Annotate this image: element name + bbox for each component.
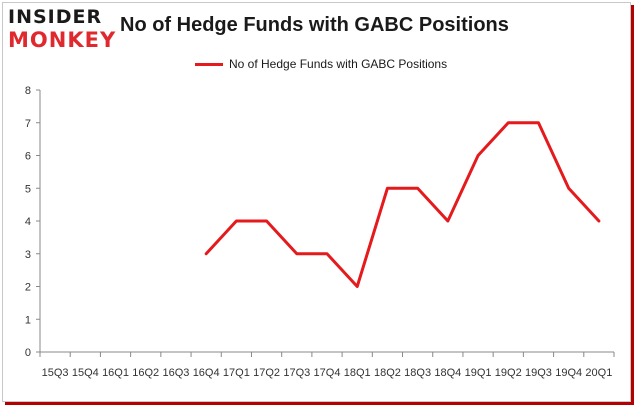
x-tick-label: 18Q4 <box>434 367 461 379</box>
y-tick-label: 3 <box>25 249 31 261</box>
x-tick-label: 19Q2 <box>495 367 522 379</box>
y-tick-label: 7 <box>25 118 31 130</box>
chart-title: No of Hedge Funds with GABC Positions <box>120 14 509 36</box>
y-tick-label: 0 <box>25 347 31 359</box>
x-tick-label: 16Q1 <box>102 367 129 379</box>
y-tick-label: 1 <box>25 314 31 326</box>
y-tick-label: 8 <box>25 85 31 97</box>
x-tick-label: 18Q3 <box>404 367 431 379</box>
x-tick-label: 19Q1 <box>465 367 492 379</box>
x-tick-label: 19Q3 <box>525 367 552 379</box>
legend-label: No of Hedge Funds with GABC Positions <box>229 57 448 71</box>
insider-monkey-logo: INSIDER MONKEY <box>8 6 118 54</box>
series-line <box>204 121 601 288</box>
x-tick-label: 15Q3 <box>42 367 69 379</box>
y-tick-label: 5 <box>25 183 31 195</box>
x-tick-label: 20Q1 <box>585 367 612 379</box>
x-tick-label: 17Q1 <box>223 367 250 379</box>
x-tick-label: 15Q4 <box>72 367 99 379</box>
logo-text-top: INSIDER <box>8 6 103 28</box>
y-tick-label: 6 <box>25 151 31 163</box>
x-tick-label: 18Q2 <box>374 367 401 379</box>
x-tick-label: 16Q4 <box>193 367 220 379</box>
y-tick-label: 4 <box>25 216 31 228</box>
legend-swatch <box>195 62 223 66</box>
x-tick-label: 19Q4 <box>555 367 582 379</box>
chart-frame <box>2 2 631 402</box>
x-tick-label: 17Q2 <box>253 367 280 379</box>
x-tick-label: 16Q3 <box>162 367 189 379</box>
chart-legend: No of Hedge Funds with GABC Positions <box>195 56 447 72</box>
logo-text-bottom: MONKEY <box>8 28 117 52</box>
y-tick-label: 2 <box>25 282 31 294</box>
x-tick-label: 17Q3 <box>283 367 310 379</box>
x-tick-label: 17Q4 <box>314 367 341 379</box>
x-tick-label: 18Q1 <box>344 367 371 379</box>
x-tick-label: 16Q2 <box>132 367 159 379</box>
